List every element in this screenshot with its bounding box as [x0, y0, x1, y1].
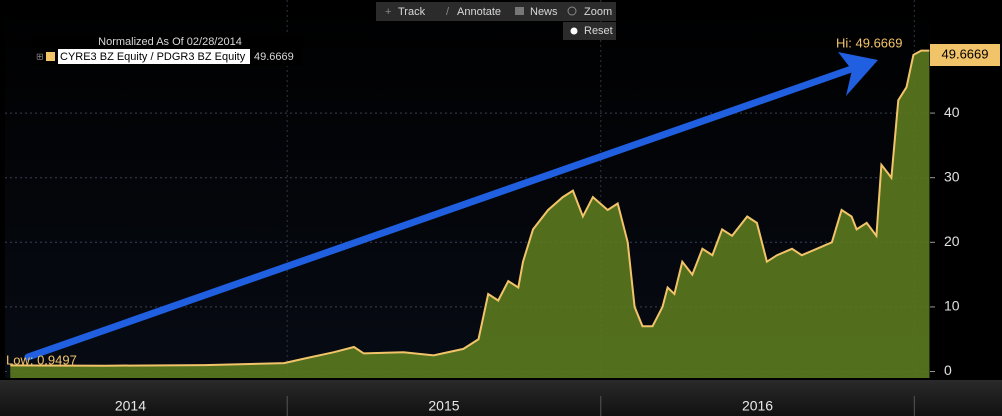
legend-title: Normalized As Of 02/28/2014 [98, 36, 242, 48]
y-tick-label: 30 [944, 168, 960, 184]
x-axis-band [0, 380, 1002, 416]
icon [567, 6, 577, 16]
toolbar-news[interactable]: News [530, 6, 558, 18]
icon [515, 7, 524, 15]
legend-value: 49.6669 [254, 51, 294, 63]
icon: ⊞ [36, 51, 44, 61]
icon: + [385, 6, 391, 18]
low-annotation: Low: 0.9497 [6, 352, 77, 367]
toolbar-track[interactable]: Track [398, 6, 426, 18]
arrow-head [838, 52, 878, 96]
y-tick-label: 40 [944, 104, 960, 120]
icon: / [446, 6, 450, 18]
toolbar-zoom[interactable]: Zoom [584, 6, 612, 18]
y-tick-label: 10 [944, 298, 960, 314]
arrow-shaft [24, 62, 864, 361]
last-value: 49.6669 [942, 46, 989, 61]
reset-label[interactable]: Reset [584, 25, 613, 37]
reset-button[interactable] [563, 22, 616, 40]
last-value-box [930, 44, 1000, 66]
y-tick-label: 0 [944, 362, 952, 378]
high-annotation: Hi: 49.6669 [836, 35, 903, 50]
trend-arrow [24, 52, 878, 361]
x-tick-label: 2014 [115, 398, 146, 414]
x-tick-label: 2015 [428, 398, 459, 414]
line [10, 49, 930, 367]
x-tick-label: 2016 [742, 398, 773, 414]
legend-swatch [46, 52, 55, 61]
icon [570, 27, 578, 35]
area [10, 50, 930, 378]
y-tick-label: 20 [944, 233, 960, 249]
legend-name: CYRE3 BZ Equity / PDGR3 BZ Equity [60, 51, 246, 63]
toolbar-annotate[interactable]: Annotate [457, 6, 501, 18]
toolbar [376, 2, 616, 21]
legend-highlight [58, 49, 250, 64]
